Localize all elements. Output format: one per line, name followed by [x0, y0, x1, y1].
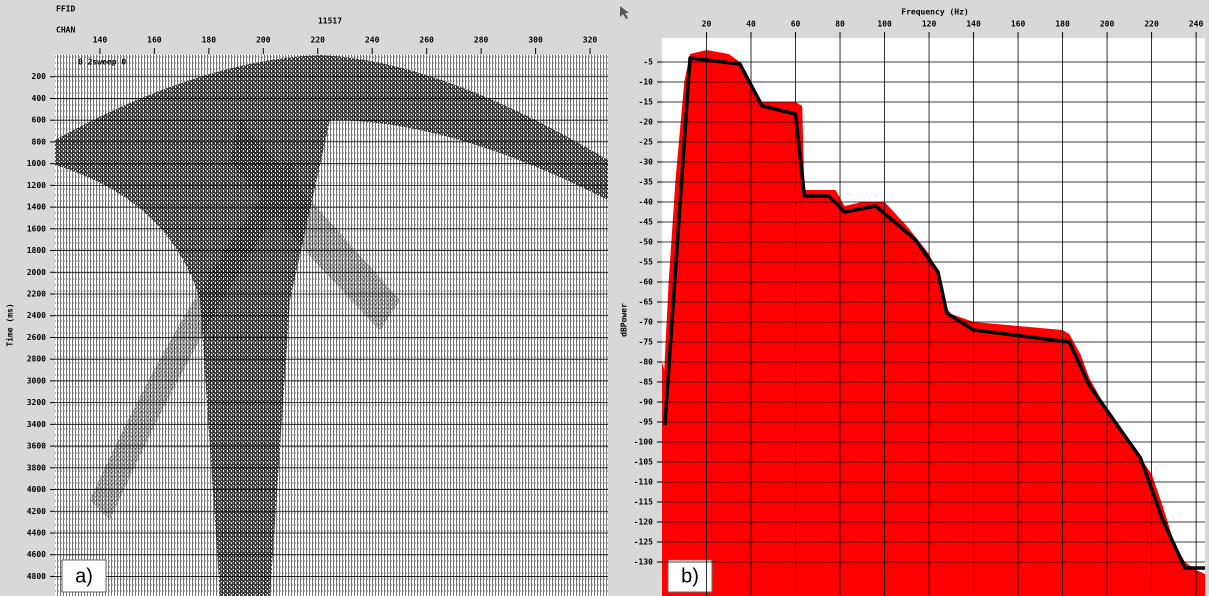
x-tick-label: 320: [583, 36, 598, 45]
x-tick-label: 280: [474, 36, 489, 45]
x-tick-label: 100: [877, 20, 892, 29]
y-tick-label: 3600: [27, 442, 46, 451]
chart-layer: [55, 50, 1205, 596]
y-tick-label: 3000: [27, 376, 46, 385]
x-tick-label: 300: [528, 36, 543, 45]
annotation-box: [667, 559, 713, 593]
y-tick-label: 1800: [27, 246, 46, 255]
y-axis-title: dBPower: [620, 303, 629, 337]
y-tick-label: 4800: [27, 572, 46, 581]
y-tick-label: -100: [634, 438, 653, 447]
y-tick-label: -20: [639, 118, 654, 127]
x-tick-label: 200: [1100, 20, 1115, 29]
header-ffid-value: 11517: [318, 17, 342, 26]
x-tick-label: 160: [147, 36, 162, 45]
y-tick-label: -10: [639, 78, 654, 87]
x-tick-label: 220: [1144, 20, 1159, 29]
y-tick-label: -25: [639, 138, 654, 147]
y-tick-label: 1000: [27, 159, 46, 168]
gather-energy: [55, 55, 608, 596]
y-tick-label: -45: [639, 218, 654, 227]
y-tick-label: -50: [639, 238, 654, 247]
y-tick-label: 2800: [27, 355, 46, 364]
y-tick-label: -30: [639, 158, 654, 167]
x-tick-label: 40: [746, 20, 756, 29]
y-tick-label: -85: [639, 378, 654, 387]
x-tick-label: 220: [311, 36, 326, 45]
y-tick-label: -130: [634, 558, 653, 567]
spectrum-line: [663, 56, 1205, 570]
y-tick-label: 1400: [27, 203, 46, 212]
y-tick-label: 4200: [27, 507, 46, 516]
y-tick-label: 200: [32, 72, 47, 81]
y-tick-label: 4600: [27, 550, 46, 559]
x-tick-label: 160: [1011, 20, 1026, 29]
y-axis-title: Time (ms): [5, 303, 15, 346]
y-tick-label: 2600: [27, 333, 46, 342]
y-tick-label: -75: [639, 338, 654, 347]
x-tick-label: 260: [419, 36, 434, 45]
y-tick-label: 3200: [27, 398, 46, 407]
y-tick-label: 400: [32, 94, 47, 103]
y-tick-label: -95: [639, 418, 654, 427]
header-ffid: FFID: [56, 5, 75, 14]
x-tick-label: 20: [702, 20, 712, 29]
x-tick-label: 140: [966, 20, 981, 29]
y-tick-label: -115: [634, 498, 653, 507]
y-tick-label: 2200: [27, 289, 46, 298]
gather-arrivals: [90, 120, 400, 520]
x-tick-label: 240: [365, 36, 380, 45]
y-tick-label: -110: [634, 478, 653, 487]
x-tick-label: 60: [791, 20, 801, 29]
y-tick-label: -55: [639, 258, 654, 267]
y-tick-label: 4400: [27, 528, 46, 537]
y-tick-label: 4000: [27, 485, 46, 494]
annotation: a): [75, 565, 93, 587]
y-tick-label: 1600: [27, 224, 46, 233]
x-tick-label: 180: [202, 36, 217, 45]
spectrum-area: [662, 50, 1205, 596]
y-tick-label: 600: [32, 116, 47, 125]
annotation: b): [681, 565, 699, 587]
y-tick-label: -60: [639, 278, 654, 287]
y-tick-label: -65: [639, 298, 654, 307]
x-tick-label: 200: [256, 36, 271, 45]
y-tick-label: 1200: [27, 181, 46, 190]
cursor-icon: [620, 6, 629, 19]
x-tick-label: 120: [922, 20, 937, 29]
y-tick-label: -90: [639, 398, 654, 407]
annotation-box: [61, 559, 107, 593]
x-tick-label: 180: [1055, 20, 1070, 29]
y-tick-label: -120: [634, 518, 653, 527]
y-tick-label: -125: [634, 538, 653, 547]
y-tick-label: -40: [639, 198, 654, 207]
y-tick-label: -35: [639, 178, 654, 187]
y-tick-label: 2400: [27, 311, 46, 320]
x-axis-title: Frequency (Hz): [901, 8, 968, 17]
y-tick-label: -70: [639, 318, 654, 327]
x-tick-label: 240: [1189, 20, 1204, 29]
y-tick-label: -105: [634, 458, 653, 467]
y-tick-label: -80: [639, 358, 654, 367]
y-tick-label: 3800: [27, 463, 46, 472]
y-tick-label: 3400: [27, 420, 46, 429]
x-tick-label: 80: [835, 20, 845, 29]
inset-label: 0 2sweep 0: [78, 58, 126, 67]
y-tick-label: -5: [643, 58, 653, 67]
header-chan: CHAN: [56, 26, 75, 35]
y-tick-label: 2000: [27, 268, 46, 277]
y-tick-label: -15: [639, 98, 654, 107]
x-tick-label: 140: [93, 36, 108, 45]
y-tick-label: 800: [32, 137, 47, 146]
